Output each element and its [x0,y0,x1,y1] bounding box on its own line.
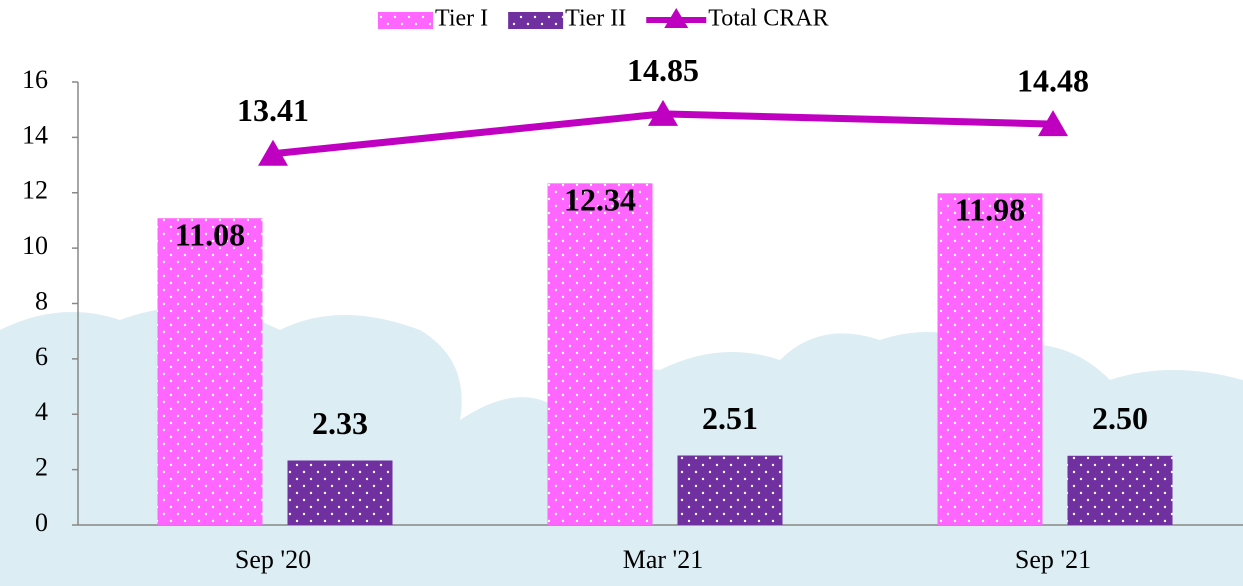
y-tick-label: 12 [22,176,48,205]
value-label: 2.51 [702,400,758,436]
y-tick-label: 6 [35,342,48,371]
value-label: 12.34 [564,182,636,218]
legend-swatch [508,12,563,29]
legend-label: Tier II [565,6,626,32]
y-tick-label: 8 [35,286,48,315]
chart: 0 2 4 6 8 10 12 14 16 Sep '20 Mar '21 Sep '21 11.08 1… [0,0,1243,586]
legend-label: Tier I [435,6,488,32]
y-tick-label: 2 [35,453,48,482]
y-tick-label: 16 [22,65,48,94]
value-label: 14.85 [627,52,699,88]
value-label: 14.48 [1017,62,1089,98]
bar-pattern [158,218,263,525]
value-label: 13.41 [237,92,309,128]
value-label: 11.98 [955,192,1025,228]
bar-pattern [548,183,653,525]
legend-swatch [378,12,433,29]
bar-pattern [288,460,393,525]
y-tick-label: 4 [35,397,48,426]
y-tick-label: 14 [22,120,48,149]
x-tick-label: Sep '21 [1015,545,1091,574]
x-tick-label: Sep '20 [235,545,311,574]
value-label: 2.50 [1092,400,1148,436]
y-tick-label: 10 [22,231,48,260]
value-label: 2.33 [312,405,368,441]
bar-pattern [1068,456,1173,525]
value-label: 11.08 [175,217,245,253]
bar-pattern [678,456,783,525]
x-tick-label: Mar '21 [623,545,704,574]
bar-pattern [938,193,1043,525]
legend-label: Total CRAR [708,6,828,32]
y-tick-label: 0 [35,508,48,537]
